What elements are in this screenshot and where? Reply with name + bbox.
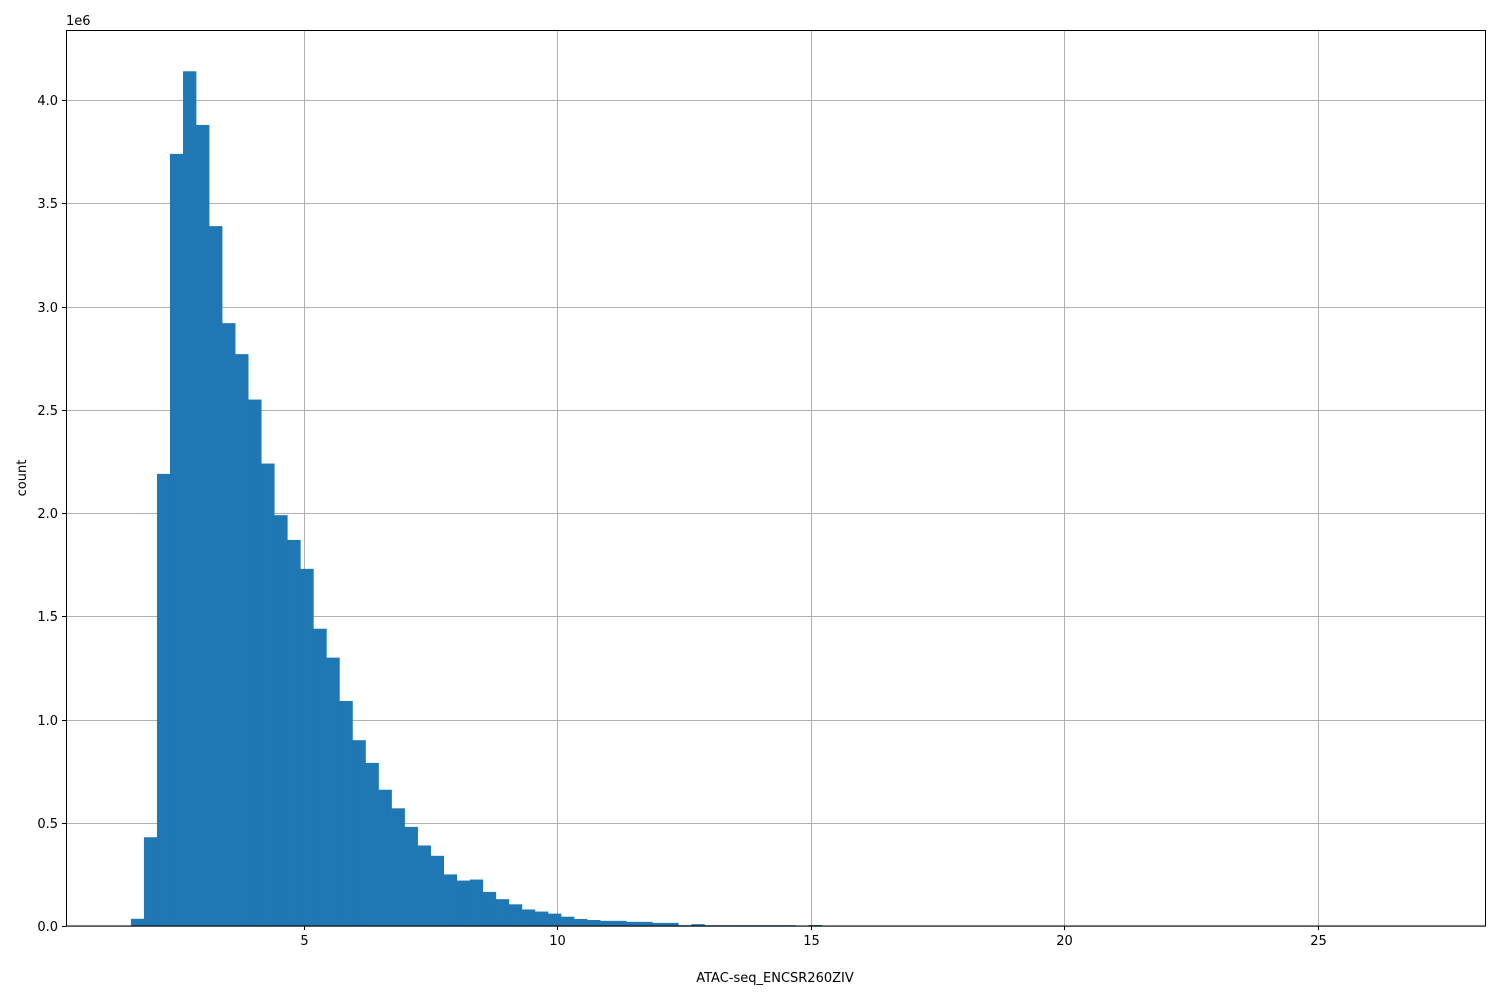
histogram-bar [534,911,549,926]
y-tick-label: 3.0 [37,301,58,316]
x-tick-label: 5 [300,934,308,949]
x-axis: 5 10 15 20 25 [300,926,1327,949]
histogram-bar [222,323,236,927]
x-tick-label: 25 [1310,934,1327,949]
histogram-bar [313,628,327,926]
histogram-bar [183,71,197,926]
histogram-bar [391,808,405,926]
x-axis-label: ATAC-seq_ENCSR260ZIV [696,971,854,986]
histogram-bar [156,473,171,926]
histogram-bar [352,740,366,926]
histogram-bar [378,789,392,926]
histogram-bar [339,700,353,926]
x-tick-label: 20 [1056,934,1073,949]
histogram-bar [196,124,210,926]
histogram-bar [248,399,262,926]
histogram-bar [574,918,588,926]
histogram-bar [639,921,653,926]
y-offset-label: 1e6 [66,14,91,29]
histogram-bar [300,568,314,926]
x-tick-label: 10 [549,934,566,949]
histogram-bar [521,909,536,926]
histogram-bar [665,922,679,926]
y-tick-label: 2.0 [37,507,58,522]
histogram-bar [209,226,223,926]
histogram-bar [169,153,184,926]
histogram-bar [626,921,640,926]
histogram-bar [561,916,575,926]
y-tick-label: 1.0 [37,714,58,729]
y-tick-label: 0.0 [37,920,58,935]
histogram-bar [287,539,301,926]
histogram-bar [495,899,510,926]
histogram-bar [404,826,418,926]
histogram-bar [613,920,627,926]
histogram-bar [130,918,145,926]
y-tick-label: 4.0 [37,94,58,109]
histogram-bar [691,924,705,926]
bars [130,71,822,927]
histogram-bar [143,837,158,926]
histogram-bar [235,354,249,926]
y-axis: 0.0 0.5 1.0 1.5 2.0 2.5 3.0 3.5 4.0 [37,94,66,935]
histogram-bar [482,891,497,926]
y-tick-label: 2.5 [37,404,58,419]
histogram-bar [430,855,445,926]
plot-frame [66,30,1486,927]
histogram-bar [326,657,340,926]
histogram-bar [417,845,431,926]
histogram-bar [547,913,562,926]
histogram-bar [600,920,614,926]
histogram-bar [365,762,379,926]
histogram-bar [652,922,666,926]
histogram-bar [274,515,288,926]
histogram-bar [587,920,601,926]
histogram-bar [261,463,275,926]
histogram-bar [456,880,471,926]
histogram-bar [808,924,822,926]
y-tick-label: 3.5 [37,197,58,212]
histogram-bar [508,904,523,926]
x-tick-label: 15 [803,934,820,949]
histogram-bar [469,879,484,926]
y-tick-label: 0.5 [37,817,58,832]
histogram-bar [443,874,458,926]
y-tick-label: 1.5 [37,610,58,625]
y-axis-label: count [15,460,30,497]
